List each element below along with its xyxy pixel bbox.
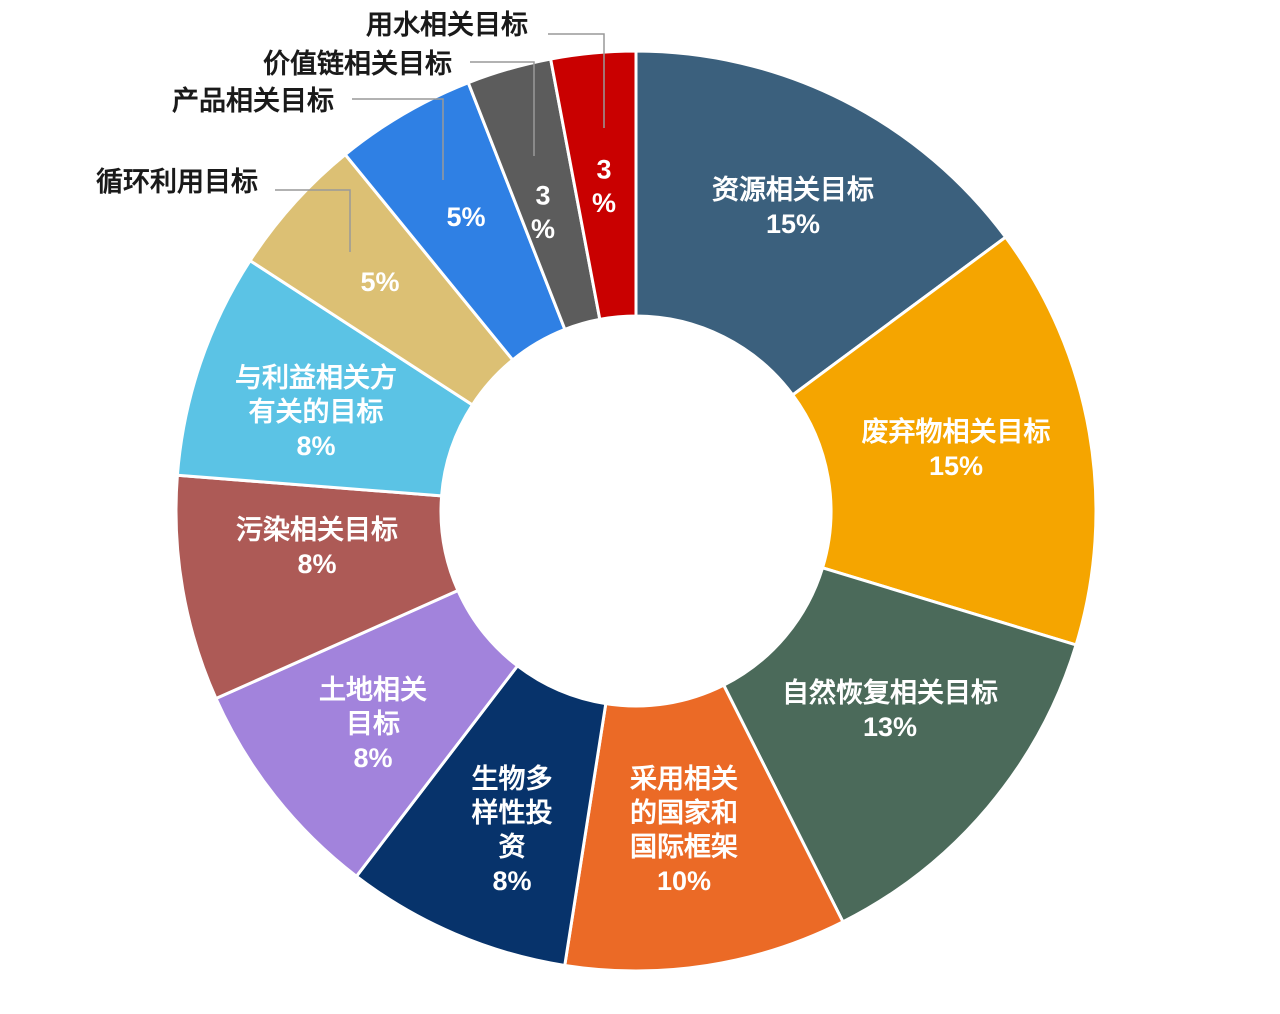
slice-label: 的国家和	[630, 797, 738, 828]
slice-percent: 8%	[297, 549, 336, 579]
slice-label: 资	[499, 832, 526, 862]
slice-label: 自然恢复相关目标	[782, 677, 998, 708]
slice-label: 生物多	[472, 764, 553, 794]
callout-label: 价值链相关目标	[263, 48, 452, 79]
slice-label: 样性投	[472, 797, 553, 828]
slice-label: 有关的目标	[249, 396, 384, 427]
leader-line	[352, 98, 444, 180]
slice-label: 资源相关目标	[712, 175, 874, 205]
slice-percent: 8%	[492, 866, 531, 896]
donut-slice	[634, 49, 1008, 397]
slice-percent: 13%	[863, 712, 917, 742]
leader-lines	[275, 33, 605, 252]
slice-percent: 15%	[929, 451, 983, 481]
slice-percent: 5%	[360, 267, 399, 297]
callout-label: 用水相关目标	[366, 10, 528, 40]
slice-percent: 5%	[446, 202, 485, 232]
donut-slice	[791, 235, 1098, 647]
donut-slice	[563, 683, 845, 973]
slice-percent: 10%	[657, 866, 711, 896]
slice-label: 与利益相关方	[235, 362, 397, 393]
slice-percent: 3%	[531, 180, 555, 244]
callout-label: 循环利用目标	[96, 167, 258, 197]
slice-percent: 8%	[296, 431, 335, 461]
donut-segments	[174, 49, 1098, 973]
slice-label: 土地相关	[319, 675, 427, 705]
slice-label: 目标	[346, 709, 400, 739]
slice-label: 废弃物相关目标	[862, 416, 1051, 447]
slice-percent: 15%	[766, 209, 820, 239]
donut-slice	[549, 49, 638, 321]
slice-label: 污染相关目标	[236, 515, 398, 545]
leader-line	[470, 61, 535, 156]
slice-labels: 资源相关目标 15% 废弃物相关目标 15% 自然恢复相关目标 13% 采用相关的国家和国际…	[96, 10, 1051, 896]
slice-label: 采用相关	[630, 764, 738, 794]
slice-percent: 8%	[353, 743, 392, 773]
leader-line	[548, 33, 605, 128]
donut-slice	[722, 566, 1078, 924]
callout-label: 产品相关目标	[172, 86, 334, 116]
leader-line	[275, 189, 351, 252]
slice-label: 国际框架	[630, 832, 738, 862]
slice-percent: 3%	[592, 154, 616, 218]
